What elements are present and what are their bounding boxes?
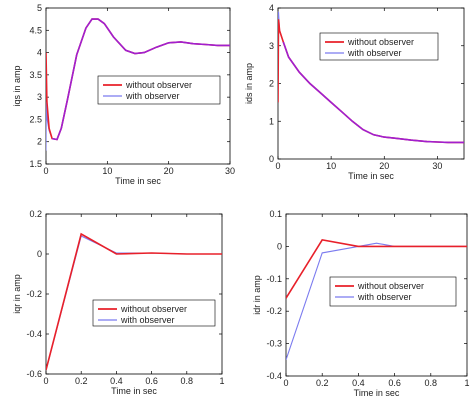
series-overlap-line [282, 41, 464, 144]
y-tick-label: 5 [37, 3, 42, 13]
x-tick-label: 0 [283, 378, 288, 388]
x-axis-label: Time in sec [348, 171, 394, 181]
legend-label: with observer [120, 315, 175, 325]
legend-label: with observer [357, 292, 412, 302]
x-tick-label: 30 [432, 161, 442, 171]
x-tick-label: 0 [43, 166, 48, 176]
legend-label: without observer [125, 80, 192, 90]
chart-1: 0 10 20 30 1.5 2 2.5 3 3.5 4 4.5 5 Time in sec iqs in… [12, 3, 235, 186]
legend-label: without observer [120, 304, 187, 314]
x-tick-label: 0.8 [181, 376, 194, 386]
y-tick-label: 2.5 [29, 114, 42, 124]
y-tick-label: 2 [37, 137, 42, 147]
x-tick-label: 1 [464, 378, 469, 388]
x-tick-label: 0.2 [75, 376, 88, 386]
y-tick-label: 1 [269, 116, 274, 126]
legend-box [319, 32, 439, 61]
y-tick-label: 0 [277, 241, 282, 251]
plot-frame [277, 7, 465, 160]
x-tick-label: 0.2 [316, 378, 329, 388]
x-tick-label: 20 [164, 166, 174, 176]
chart-3: 0 0.2 0.4 0.6 0.8 1 -0.6 -0.4 -0.2 0 0.2 Time in se… [12, 209, 225, 396]
y-tick-label: -0.4 [266, 371, 282, 381]
x-tick-label: 1 [219, 376, 224, 386]
y-tick-label: 4 [37, 48, 42, 58]
x-tick-label: 10 [326, 161, 336, 171]
legend-label: with observer [347, 48, 402, 58]
legend-label: without observer [347, 37, 414, 47]
legend-box [97, 75, 221, 105]
x-tick-label: 0.4 [110, 376, 123, 386]
y-tick-label: -0.2 [266, 306, 282, 316]
y-tick-label: 2 [269, 79, 274, 89]
y-tick-label: 0 [269, 154, 274, 164]
legend-label: without observer [357, 281, 424, 291]
x-tick-label: 0 [275, 161, 280, 171]
y-axis-label: ids in amp [244, 63, 254, 104]
x-tick-label: 20 [379, 161, 389, 171]
x-tick-label: 10 [102, 166, 112, 176]
y-tick-label: -0.6 [26, 369, 42, 379]
x-tick-label: 0.8 [425, 378, 438, 388]
y-axis-label: iqr in amp [12, 274, 22, 314]
legend-box [329, 276, 457, 307]
y-tick-label: 3 [37, 92, 42, 102]
y-tick-label: -0.2 [26, 289, 42, 299]
x-tick-label: 0.6 [145, 376, 158, 386]
y-axis-label: iqs in amp [12, 65, 22, 106]
series-overlap-line [51, 18, 230, 141]
chart-4: 0 0.2 0.4 0.6 0.8 1 -0.4 -0.3 -0.2 -0.1 0 0.1 Time i… [252, 209, 470, 398]
x-axis-label: Time in sec [354, 388, 400, 398]
y-tick-label: 0.2 [29, 209, 42, 219]
y-tick-label: 3.5 [29, 70, 42, 80]
y-tick-label: -0.1 [266, 274, 282, 284]
chart-2: 0 10 20 30 0 1 2 3 4 Time in sec ids in amp without… [244, 3, 465, 181]
x-axis-label: Time in sec [111, 386, 157, 396]
y-tick-label: 4.5 [29, 25, 42, 35]
legend-box [92, 299, 216, 327]
y-tick-label: 0 [37, 249, 42, 259]
x-tick-label: 0 [43, 376, 48, 386]
x-tick-label: 0.4 [352, 378, 365, 388]
y-tick-label: 0.1 [269, 209, 282, 219]
y-tick-label: 1.5 [29, 159, 42, 169]
y-tick-label: 4 [269, 3, 274, 13]
y-tick-label: -0.3 [266, 339, 282, 349]
legend-label: with observer [125, 91, 180, 101]
plot-frame [45, 213, 223, 375]
series-without-observer-line [46, 232, 222, 371]
y-tick-label: 3 [269, 41, 274, 51]
y-tick-label: -0.4 [26, 329, 42, 339]
x-tick-label: 0.6 [388, 378, 401, 388]
y-axis-label: idr in amp [252, 275, 262, 315]
x-axis-label: Time in sec [115, 176, 161, 186]
series-without-observer-line [286, 239, 467, 299]
x-tick-label: 30 [225, 166, 235, 176]
